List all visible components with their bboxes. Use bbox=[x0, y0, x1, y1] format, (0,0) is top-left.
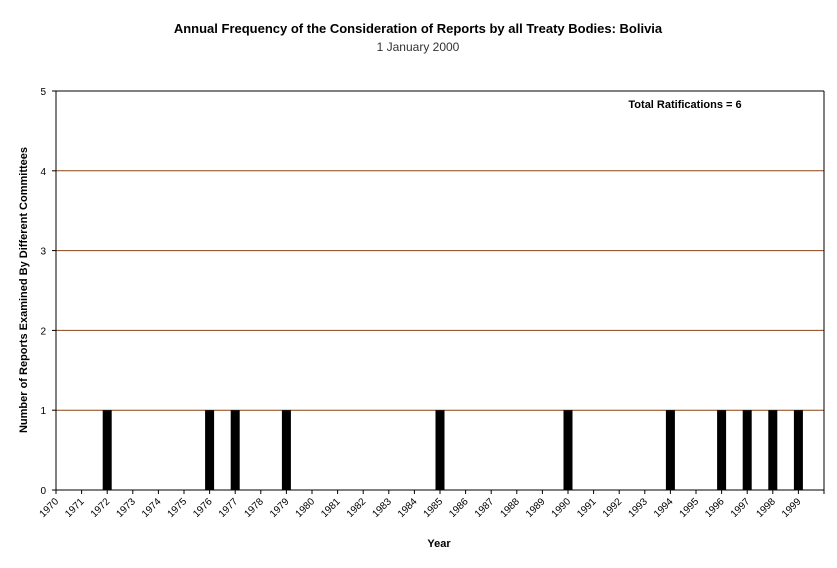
x-tick-label-1975: 1975 bbox=[166, 496, 190, 520]
x-tick-label-1986: 1986 bbox=[447, 496, 471, 520]
bar-1971 bbox=[102, 410, 112, 490]
x-tick-label-1980: 1980 bbox=[294, 496, 318, 520]
y-tick-label-3: 3 bbox=[40, 247, 46, 258]
x-tick-label-1983: 1983 bbox=[370, 496, 394, 520]
x-tick-label-1979: 1979 bbox=[268, 496, 292, 520]
bar-1998 bbox=[793, 410, 803, 490]
x-tick-label-1970: 1970 bbox=[38, 496, 62, 520]
y-tick-label-4: 4 bbox=[40, 167, 46, 178]
x-tick-label-1996: 1996 bbox=[703, 496, 727, 520]
x-tick-label-1992: 1992 bbox=[601, 496, 625, 520]
x-tick-label-1971: 1971 bbox=[63, 496, 87, 520]
x-tick-label-1989: 1989 bbox=[524, 496, 548, 520]
x-tick-label-1997: 1997 bbox=[729, 496, 753, 520]
x-tick-label-1993: 1993 bbox=[626, 496, 650, 520]
x-tick-label-1990: 1990 bbox=[550, 496, 574, 520]
bar-1976 bbox=[230, 410, 240, 490]
x-axis-label: Year bbox=[427, 538, 451, 550]
x-tick-label-1995: 1995 bbox=[678, 496, 702, 520]
bar-1995 bbox=[717, 410, 727, 490]
x-tick-label-1978: 1978 bbox=[242, 496, 266, 520]
total-ratifications-note: Total Ratifications = 6 bbox=[628, 99, 741, 111]
x-tick-label-1974: 1974 bbox=[140, 496, 164, 520]
x-tick-label-1994: 1994 bbox=[652, 496, 676, 520]
chart-title: Annual Frequency of the Consideration of… bbox=[174, 21, 663, 36]
bar-1996 bbox=[742, 410, 752, 490]
x-tick-label-1987: 1987 bbox=[473, 496, 497, 520]
x-tick-label-1981: 1981 bbox=[319, 496, 343, 520]
y-tick-label-0: 0 bbox=[40, 486, 46, 497]
x-tick-label-1973: 1973 bbox=[114, 496, 138, 520]
x-tick-label-1972: 1972 bbox=[89, 496, 113, 520]
bar-1978 bbox=[281, 410, 291, 490]
y-tick-label-5: 5 bbox=[40, 87, 46, 98]
bar-1997 bbox=[768, 410, 778, 490]
bar-1993 bbox=[665, 410, 675, 490]
bar-1984 bbox=[435, 410, 445, 490]
x-tick-label-1985: 1985 bbox=[422, 496, 446, 520]
x-tick-label-1982: 1982 bbox=[345, 496, 369, 520]
x-tick-label-1998: 1998 bbox=[754, 496, 778, 520]
x-tick-label-1988: 1988 bbox=[498, 496, 522, 520]
y-axis-label: Number of Reports Examined By Different … bbox=[18, 147, 30, 433]
x-tick-label-1984: 1984 bbox=[396, 496, 420, 520]
x-tick-label-1976: 1976 bbox=[191, 496, 215, 520]
y-tick-label-2: 2 bbox=[40, 326, 46, 337]
x-tick-label-1977: 1977 bbox=[217, 496, 241, 520]
y-tick-label-1: 1 bbox=[40, 406, 46, 417]
bar-1975 bbox=[205, 410, 215, 490]
x-tick-label-1991: 1991 bbox=[575, 496, 599, 520]
chart-subtitle: 1 January 2000 bbox=[377, 40, 460, 54]
x-tick-label-1999: 1999 bbox=[780, 496, 804, 520]
bar-1989 bbox=[563, 410, 573, 490]
